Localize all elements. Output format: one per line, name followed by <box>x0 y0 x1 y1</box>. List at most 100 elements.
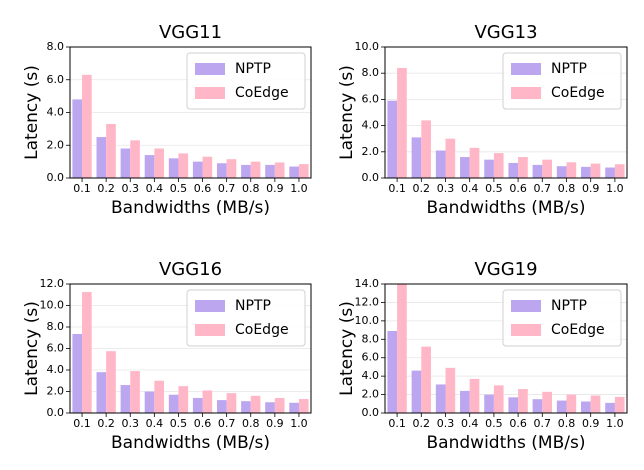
bar <box>556 166 567 178</box>
bar <box>484 159 494 178</box>
bar <box>82 74 92 178</box>
x-tick-label: 0.5 <box>170 417 188 430</box>
x-axis-label: Bandwidths (MB/s) <box>427 198 586 218</box>
x-tick-label: 0.1 <box>388 417 406 430</box>
x-tick-label: 0.7 <box>534 182 552 195</box>
y-tick-label: 2.0 <box>362 388 380 401</box>
bar <box>106 123 116 178</box>
y-tick-label: 14.0 <box>355 277 380 290</box>
bar <box>566 162 577 178</box>
x-tick-label: 1.0 <box>606 182 624 195</box>
bar <box>614 396 625 413</box>
bar <box>298 164 309 178</box>
x-tick-label: 0.2 <box>413 182 431 195</box>
bar <box>96 137 107 178</box>
y-tick-label: 6.0 <box>47 73 65 86</box>
x-axis-label: Bandwidths (MB/s) <box>111 433 270 453</box>
y-tick-label: 8.0 <box>47 320 65 333</box>
legend-label: NPTP <box>235 61 271 77</box>
bar <box>493 385 504 413</box>
x-tick-label: 0.6 <box>194 417 212 430</box>
x-tick-label: 0.3 <box>437 182 455 195</box>
x-tick-label: 0.9 <box>266 417 284 430</box>
bar <box>72 333 83 413</box>
y-tick-label: 6.0 <box>362 351 380 364</box>
bar <box>154 148 164 178</box>
x-tick-label: 0.6 <box>194 182 212 195</box>
y-tick-label: 4.0 <box>362 119 380 132</box>
legend-label: NPTP <box>235 298 271 314</box>
x-tick-label: 0.1 <box>73 417 91 430</box>
y-tick-label: 2.0 <box>362 145 380 158</box>
x-tick-label: 0.6 <box>509 417 527 430</box>
y-tick-label: 0.0 <box>47 171 65 184</box>
x-tick-label: 0.8 <box>558 182 576 195</box>
bar <box>202 156 213 178</box>
y-tick-label: 10.0 <box>355 314 380 327</box>
legend-swatch <box>511 87 541 99</box>
x-tick-label: 0.5 <box>170 182 188 195</box>
x-tick-label: 0.4 <box>146 182 164 195</box>
bar <box>421 346 431 413</box>
bar <box>217 163 227 178</box>
y-axis-label: Latency (s) <box>22 301 42 396</box>
x-tick-label: 0.5 <box>485 417 503 430</box>
legend-label: CoEdge <box>551 322 605 338</box>
y-tick-label: 2.0 <box>47 385 65 398</box>
bar <box>289 166 299 178</box>
bar <box>542 391 552 413</box>
bar <box>566 394 577 413</box>
bar <box>532 399 543 413</box>
bar <box>387 100 398 178</box>
bar <box>445 367 456 413</box>
bar <box>532 164 543 178</box>
bar <box>518 389 528 413</box>
x-axis-label: Bandwidths (MB/s) <box>111 198 270 218</box>
bar <box>250 395 261 413</box>
x-tick-label: 0.1 <box>388 182 406 195</box>
x-tick-label: 0.7 <box>218 417 236 430</box>
bar <box>518 157 528 178</box>
bar <box>411 137 422 178</box>
x-tick-label: 0.7 <box>534 417 552 430</box>
x-tick-label: 0.8 <box>242 417 260 430</box>
bar <box>435 384 446 413</box>
legend-swatch <box>195 87 225 99</box>
bar <box>178 386 189 413</box>
x-tick-label: 0.1 <box>73 182 91 195</box>
y-tick-label: 2.0 <box>47 138 65 151</box>
y-tick-label: 10.0 <box>355 40 380 53</box>
bar <box>397 67 407 178</box>
x-tick-label: 0.9 <box>582 182 600 195</box>
bar <box>96 372 107 413</box>
y-axis-label: Latency (s) <box>22 65 42 160</box>
bar <box>168 158 179 178</box>
y-tick-label: 10.0 <box>40 299 65 312</box>
axes-frame <box>69 283 312 414</box>
legend-label: CoEdge <box>551 85 605 101</box>
bar <box>581 166 591 178</box>
y-tick-label: 0.0 <box>362 406 380 419</box>
bar <box>217 400 227 413</box>
legend-swatch <box>195 300 225 312</box>
bar <box>605 402 615 413</box>
bar <box>469 378 480 413</box>
chart-title: VGG11 <box>159 22 222 43</box>
legend-label: NPTP <box>551 298 587 314</box>
bar <box>581 401 591 413</box>
y-axis-label: Latency (s) <box>337 65 357 160</box>
x-tick-label: 0.9 <box>582 417 600 430</box>
bar <box>241 401 251 413</box>
bar <box>590 395 601 413</box>
bar <box>298 399 309 413</box>
legend-swatch <box>195 63 225 75</box>
chart-title: VGG13 <box>474 22 537 43</box>
x-tick-label: 0.3 <box>122 182 140 195</box>
bar <box>590 163 601 178</box>
bar <box>192 397 203 413</box>
bar <box>274 397 285 413</box>
bar <box>144 391 155 413</box>
y-tick-label: 12.0 <box>355 295 380 308</box>
bar <box>265 402 275 413</box>
